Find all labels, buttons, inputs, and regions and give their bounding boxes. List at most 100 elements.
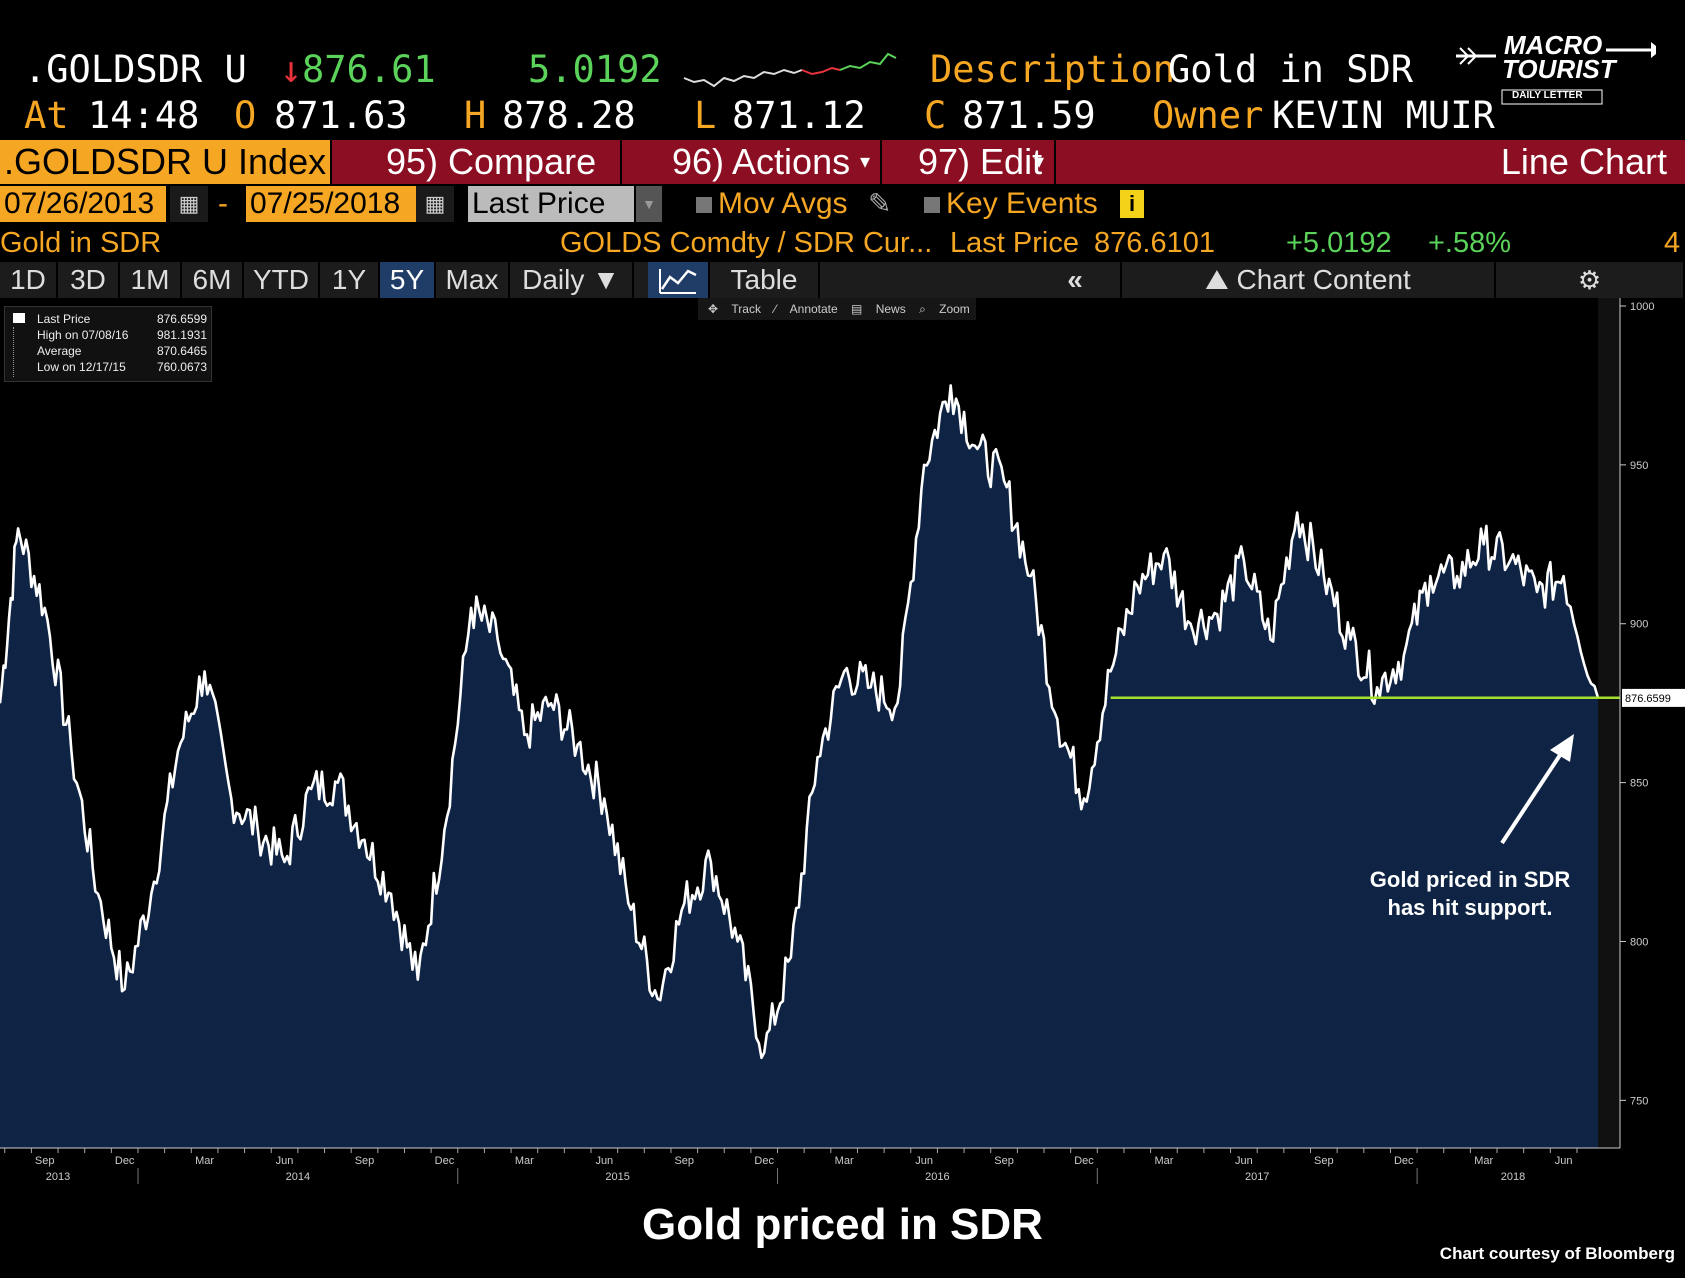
table-button[interactable]: Table (710, 262, 820, 298)
y-tick-label-900: 900 (1630, 619, 1648, 631)
menu-bar: .GOLDSDR U Index 95) Compare 96) Actions… (0, 140, 1685, 184)
x-month-label: Dec (1394, 1155, 1414, 1167)
chart-toolbar: ✥ Track ⁄ Annotate ▤ News ⌕ Zoom (698, 298, 976, 320)
tf-1y[interactable]: 1Y (320, 262, 380, 298)
info-pct-change: +.58% (1428, 227, 1512, 259)
mov-avgs-checkbox[interactable] (696, 197, 712, 214)
x-year-label-2015: 2015 (605, 1171, 629, 1183)
security-name: Gold in SDR (0, 227, 162, 259)
start-calendar-icon[interactable]: ▦ (170, 186, 208, 222)
field-select[interactable]: Last Price (468, 186, 634, 222)
x-month-label: Sep (1314, 1155, 1334, 1167)
low-value: 871.12 (732, 94, 866, 137)
chart-content-label: Chart Content (1236, 264, 1411, 295)
pencil-icon[interactable]: ✎ (868, 188, 892, 219)
annotation-line2: has hit support. (1387, 895, 1553, 920)
annotation-line1: Gold priced in SDR (1369, 867, 1571, 892)
x-year-label-2017: 2017 (1245, 1171, 1269, 1183)
x-month-label: Sep (994, 1155, 1014, 1167)
annotation-arrow-head (1550, 734, 1574, 762)
high-label: H (464, 94, 487, 137)
down-arrow-icon: ↓ (280, 48, 303, 91)
x-month-label: Mar (1474, 1155, 1493, 1167)
y-tick-label-850: 850 (1630, 778, 1648, 790)
tf-1d[interactable]: 1D (0, 262, 58, 298)
actions-dropdown-icon[interactable]: ▾ (860, 151, 871, 173)
price-chart[interactable]: 750 800 850 900 950 1000 876.6599 Sep Dec Mar Jun S… (0, 298, 1685, 1200)
x-month-label: Dec (435, 1155, 455, 1167)
x-year-label-2016: 2016 (925, 1171, 949, 1183)
y-tick-label-950: 950 (1630, 460, 1648, 472)
end-date-input[interactable]: 07/25/2018 (246, 186, 418, 222)
legend-row-last: Last Price 876.6599 (37, 312, 207, 326)
x-year-label-2014: 2014 (286, 1171, 310, 1183)
line-chart-icon[interactable] (648, 262, 710, 298)
track-button[interactable]: ✥ Track (708, 302, 761, 316)
mov-avgs-toggle[interactable]: Mov Avgs (696, 186, 848, 222)
edit-dropdown-icon[interactable]: ▾ (1034, 151, 1045, 173)
mov-avgs-label: Mov Avgs (718, 187, 848, 220)
start-date-input[interactable]: 07/26/2013 (0, 186, 166, 222)
frequency-select[interactable]: Daily ▼ (510, 262, 634, 298)
collapse-icon[interactable]: « (1030, 262, 1122, 298)
ticker: .GOLDSDR U (24, 48, 247, 91)
compare-button[interactable]: 95) Compare (386, 141, 597, 182)
x-month-label: Dec (1074, 1155, 1094, 1167)
price-line (0, 384, 1600, 1060)
x-year-label-2018: 2018 (1501, 1171, 1525, 1183)
last-price: 876.61 (302, 48, 436, 91)
price-area (0, 385, 1598, 1148)
x-month-label: Jun (915, 1155, 933, 1167)
tf-ytd[interactable]: YTD (244, 262, 320, 298)
net-change: 5.0192 (528, 48, 662, 91)
tf-1m[interactable]: 1M (120, 262, 182, 298)
actions-button[interactable]: 96) Actions (672, 141, 851, 182)
x-month-label: Sep (35, 1155, 55, 1167)
news-button[interactable]: ▤ News (851, 302, 906, 316)
last-price-value: 876.6101 (1094, 227, 1215, 259)
x-month-label: Mar (1154, 1155, 1173, 1167)
chart-content-button[interactable]: ⛰ Chart Content (1122, 262, 1496, 298)
index-field[interactable]: .GOLDSDR U Index (0, 140, 330, 184)
x-month-label: Mar (515, 1155, 534, 1167)
timeframe-bar: 1D 3D 1M 6M YTD 1Y 5Y Max Daily ▼ Table … (0, 262, 1685, 298)
end-calendar-icon[interactable]: ▦ (416, 186, 454, 222)
close-value: 871.59 (962, 94, 1096, 137)
y-tick-label-1000: 1000 (1630, 301, 1654, 313)
key-events-checkbox[interactable] (924, 197, 940, 214)
owner-label: Owner (1152, 94, 1264, 137)
time: 14:48 (88, 94, 200, 137)
x-month-label: Dec (754, 1155, 774, 1167)
tf-3d[interactable]: 3D (58, 262, 120, 298)
field-dropdown-icon[interactable]: ▼ (636, 186, 662, 222)
legend-markers (13, 327, 28, 377)
info-icon[interactable]: i (1120, 190, 1144, 218)
edit-button[interactable]: 97) Edit (918, 141, 1043, 182)
x-month-label: Sep (674, 1155, 694, 1167)
tf-max[interactable]: Max (436, 262, 510, 298)
chart-type-label[interactable]: Line Chart (1500, 141, 1667, 182)
macro-tourist-logo: MACRO TOURIST DAILY LETTER (1456, 30, 1656, 110)
x-month-label: Mar (835, 1155, 854, 1167)
y-tick-label-800: 800 (1630, 936, 1648, 948)
last-price-label: Last Price (950, 227, 1079, 259)
legend-row-average: Average 870.6465 (37, 344, 207, 358)
x-month-label: Mar (195, 1155, 214, 1167)
gear-icon[interactable]: ⚙ (1496, 262, 1685, 298)
tf-5y[interactable]: 5Y (380, 262, 436, 298)
logo-line2: TOURIST (1502, 54, 1616, 84)
tf-6m[interactable]: 6M (182, 262, 244, 298)
formula: GOLDS Comdty / SDR Cur... (560, 227, 933, 259)
owner-value: KEVIN MUIR (1272, 94, 1495, 137)
annotate-button[interactable]: ⁄ Annotate (774, 302, 838, 316)
description-label: Description (930, 48, 1176, 91)
at-label: At (24, 94, 69, 137)
zoom-button[interactable]: ⌕ Zoom (919, 302, 970, 316)
sparkline (683, 52, 897, 88)
x-month-label: Jun (1555, 1155, 1573, 1167)
open-value: 871.63 (274, 94, 408, 137)
logo-line3: DAILY LETTER (1512, 90, 1583, 101)
key-events-toggle[interactable]: Key Events (924, 186, 1098, 222)
chart-content-icon: ⛰ (1205, 264, 1237, 295)
date-separator: - (218, 187, 228, 220)
